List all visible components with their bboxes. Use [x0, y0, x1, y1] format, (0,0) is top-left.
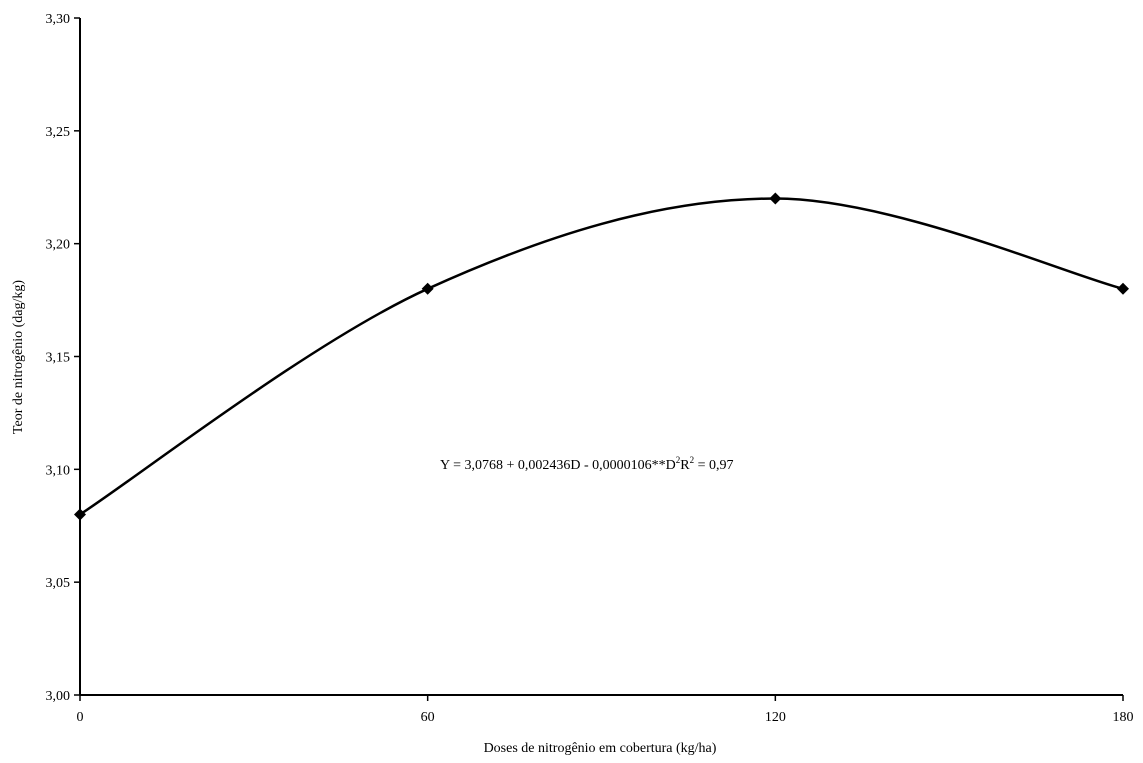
y-tick-label: 3,25 [46, 125, 71, 140]
data-point-marker [769, 192, 782, 205]
y-ticks: 3,00 3,05 3,10 3,15 3,20 3,25 3,30 [46, 12, 80, 704]
y-tick-label: 3,00 [46, 689, 71, 704]
data-point-marker [421, 282, 434, 295]
x-ticks: 0 60 120 180 [77, 695, 1134, 725]
y-tick-label: 3,30 [46, 12, 71, 27]
y-axis-label: Teor de nitrogênio (dag/kg) [11, 280, 26, 434]
equation-sup-2: 2 [690, 455, 695, 465]
y-tick-label: 3,15 [46, 351, 71, 366]
x-axis-label: Doses de nitrogênio em cobertura (kg/ha) [484, 741, 717, 756]
x-tick-label: 180 [1113, 710, 1134, 725]
data-point-marker [1117, 282, 1129, 295]
x-tick-label: 120 [765, 710, 786, 725]
equation-sup-1: 2 [676, 455, 681, 465]
x-tick-label: 0 [77, 710, 84, 725]
regression-equation: Y = 3,0768 + 0,002436D - 0,0000106**D2R2… [440, 455, 734, 473]
equation-main: Y = 3,0768 + 0,002436D - 0,0000106**D [440, 458, 676, 473]
x-tick-label: 60 [421, 710, 435, 725]
series-markers [74, 192, 1129, 521]
data-point-marker [74, 508, 86, 521]
series-line [79, 197, 1124, 516]
axes [79, 18, 1123, 696]
equation-r: R [680, 458, 690, 473]
equation-tail: = 0,97 [694, 458, 733, 473]
y-tick-label: 3,05 [46, 576, 71, 591]
y-tick-label: 3,20 [46, 238, 71, 253]
y-tick-label: 3,10 [46, 463, 71, 478]
